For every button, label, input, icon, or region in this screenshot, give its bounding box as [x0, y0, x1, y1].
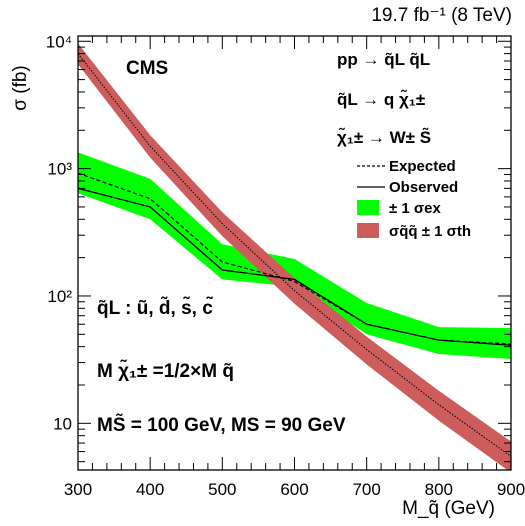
process-line-squark-decay: q̃L → q χ̃₁±	[337, 89, 425, 109]
legend: Expected Observed ± 1 σex σq̃q̃ ± 1 σth	[357, 158, 471, 240]
legend-swatch-exp-band	[357, 200, 379, 215]
legend-swatch-theory-band	[357, 223, 379, 238]
legend-label-exp-band: ± 1 σex	[389, 200, 442, 217]
x-tick-label: 600	[280, 480, 308, 499]
annotation-mass-relation: M χ̃₁± =1/2×M q̃	[97, 359, 234, 382]
x-tick-label: 500	[208, 480, 236, 499]
process-line-chargino-decay: χ̃₁± → W± S̃	[337, 127, 431, 147]
x-tick-label: 800	[425, 480, 453, 499]
y-tick-label: 10	[53, 414, 72, 433]
theory-band	[78, 43, 511, 470]
x-tick-label: 400	[136, 480, 164, 499]
x-axis-label: M_q̃ (GeV)	[402, 498, 495, 519]
annotation-squark-flavors: q̃L : ũ, d̃, s̃, c̃	[97, 296, 213, 319]
x-tick-label: 300	[64, 480, 92, 499]
luminosity-header: 19.7 fb⁻¹ (8 TeV)	[371, 5, 512, 26]
expected-band	[78, 152, 511, 359]
x-tick-label: 700	[352, 480, 380, 499]
legend-label-expected: Expected	[389, 158, 456, 175]
x-tick-label: 900	[497, 480, 525, 499]
y-axis-label: σ (fb)	[10, 65, 31, 111]
y-tick-label: 10⁴	[46, 32, 72, 51]
process-line-production: pp → q̃L q̃L	[337, 50, 430, 69]
legend-label-theory-band: σq̃q̃ ± 1 σth	[389, 223, 471, 240]
y-tick-label: 10³	[47, 160, 72, 179]
observed-limit-line	[78, 187, 511, 346]
y-tick-label: 10²	[47, 287, 72, 306]
legend-label-observed: Observed	[389, 179, 458, 196]
cms-label: CMS	[126, 58, 168, 79]
theory-central-line	[78, 53, 511, 457]
annotation-mass-values: MS̃ = 100 GeV, MS = 90 GeV	[97, 413, 346, 436]
